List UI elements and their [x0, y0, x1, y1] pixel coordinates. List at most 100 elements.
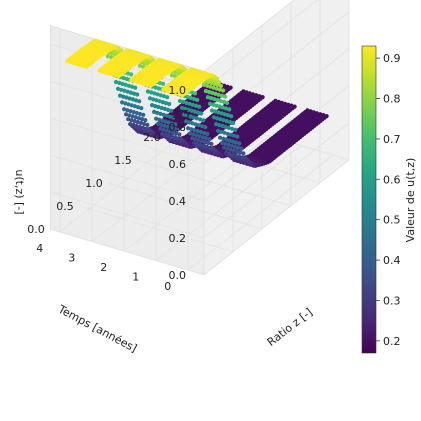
data-point: [204, 144, 210, 149]
data-point: [201, 118, 206, 123]
data-point: [128, 109, 133, 114]
data-point: [187, 101, 192, 106]
data-point: [147, 96, 153, 101]
data-point: [211, 85, 216, 90]
data-point: [211, 115, 217, 120]
data-point: [138, 111, 143, 117]
data-point: [130, 97, 135, 102]
data-point: [186, 107, 191, 112]
data-point: [81, 63, 86, 68]
data-point: [119, 87, 124, 92]
data-point: [126, 117, 131, 122]
data-point: [205, 83, 210, 88]
x-tick-label: 3: [68, 252, 75, 265]
data-point: [154, 116, 159, 121]
data-point: [207, 89, 212, 95]
data-point: [221, 118, 226, 123]
data-point: [236, 145, 241, 150]
data-point: [208, 145, 213, 150]
data-point: [164, 88, 169, 93]
colorbar-tick-label: 0.7: [383, 133, 401, 146]
y-tick-label: 2.0: [143, 131, 161, 144]
data-point: [229, 114, 234, 119]
data-point: [136, 105, 141, 110]
data-point: [74, 61, 79, 67]
data-point: [202, 139, 208, 145]
data-point: [168, 125, 173, 130]
data-point: [129, 118, 134, 123]
data-point: [220, 105, 225, 110]
data-point: [183, 106, 188, 111]
data-point: [204, 136, 209, 141]
data-point: [188, 114, 193, 119]
data-point: [84, 64, 89, 69]
data-point: [231, 120, 236, 126]
floor-grid-line: [59, 116, 206, 233]
data-point: [179, 105, 185, 110]
data-point: [164, 128, 169, 133]
data-point: [232, 144, 237, 149]
data-point: [135, 92, 140, 97]
data-point: [193, 122, 198, 127]
data-point: [220, 123, 225, 129]
data-point: [190, 102, 195, 107]
data-point: [234, 140, 239, 145]
data-point: [137, 63, 142, 68]
data-point: [163, 119, 168, 124]
data-point: [201, 82, 206, 87]
data-point: [197, 134, 202, 139]
data-point: [129, 78, 134, 83]
data-point: [161, 127, 166, 132]
data-point: [175, 127, 180, 132]
data-point: [198, 117, 203, 122]
data-point: [208, 84, 213, 89]
data-point: [222, 130, 227, 135]
data-point: [221, 136, 226, 141]
wall-grid-line: [203, 122, 350, 239]
data-point: [161, 94, 167, 99]
data-point: [97, 68, 102, 73]
wall-grid-line: [50, 191, 205, 239]
data-point: [192, 141, 197, 146]
data-point: [113, 73, 118, 78]
data-point: [223, 141, 228, 146]
colorbar-tick-label: 0.5: [383, 214, 401, 227]
floor-grid-line: [137, 159, 292, 207]
floor-grid-line: [79, 205, 234, 253]
data-point: [131, 110, 136, 115]
colorbar-bar: [361, 45, 377, 354]
data-point: [116, 74, 121, 79]
colorbar-tick-label: 0.4: [383, 254, 401, 267]
data-point: [217, 104, 222, 109]
data-point: [187, 120, 192, 125]
data-point: [176, 136, 181, 141]
y-tick-label: 1.0: [85, 177, 103, 190]
data-point: [217, 87, 222, 92]
data-point: [209, 108, 215, 113]
colorbar-tick-label: 0.6: [383, 173, 401, 186]
y-tick-label: 2.5: [172, 108, 190, 121]
data-point: [230, 139, 235, 144]
data-point: [224, 119, 229, 124]
data-point: [140, 125, 146, 130]
data-point: [133, 115, 138, 120]
data-point: [166, 120, 171, 125]
data-point: [195, 142, 200, 147]
data-point: [171, 115, 176, 120]
data-point: [239, 146, 244, 151]
data-point: [209, 141, 214, 146]
data-point: [132, 104, 137, 109]
data-point: [227, 107, 232, 112]
data-point: [218, 117, 223, 122]
wall-grid-line: [203, 0, 318, 91]
data-point: [232, 133, 237, 138]
data-point: [222, 112, 227, 117]
data-point: [200, 135, 205, 140]
floor-grid-line: [123, 135, 270, 252]
floor-grid-line: [91, 126, 238, 242]
data-point: [167, 129, 172, 134]
data-point: [103, 70, 108, 75]
data-point: [188, 95, 193, 101]
data-point: [152, 109, 157, 114]
z-tick-label: 0.4: [169, 195, 187, 208]
